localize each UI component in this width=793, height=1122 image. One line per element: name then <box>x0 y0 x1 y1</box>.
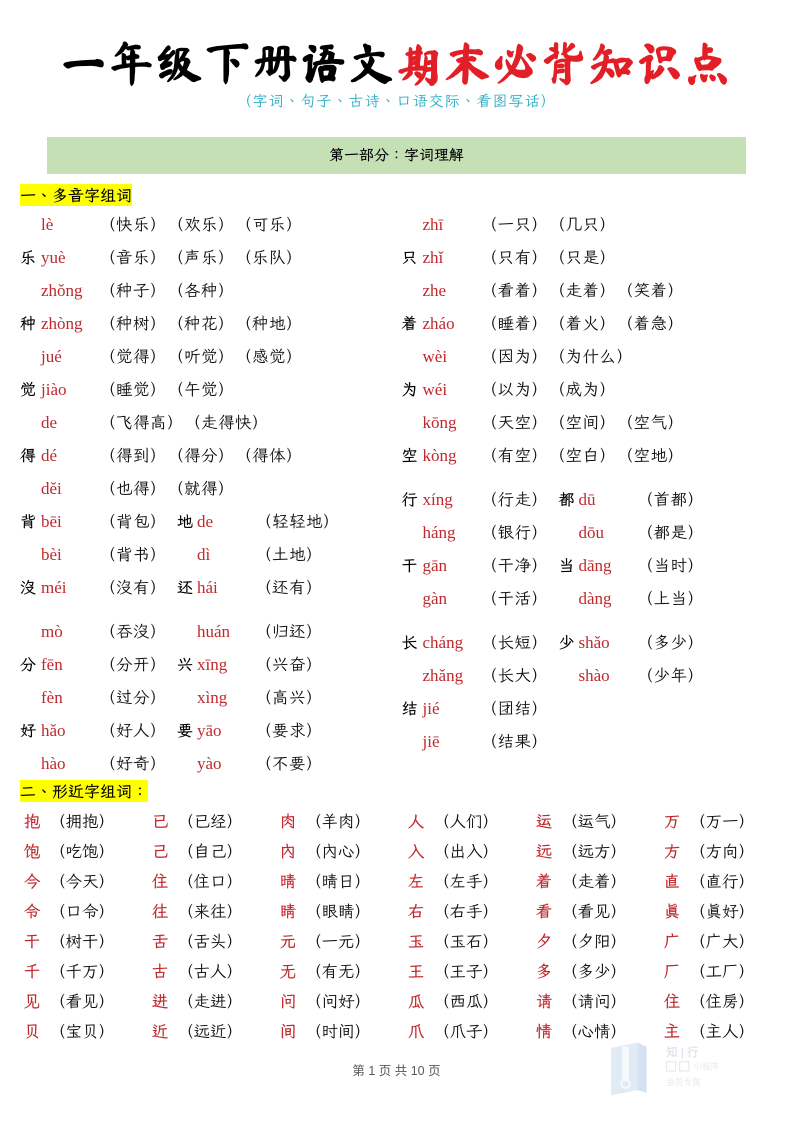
svg-text:知 | 行: 知 | 行 <box>665 1045 698 1059</box>
svg-text:小程序: 小程序 <box>693 1061 719 1072</box>
svg-text:会员专属: 会员专属 <box>666 1076 700 1087</box>
